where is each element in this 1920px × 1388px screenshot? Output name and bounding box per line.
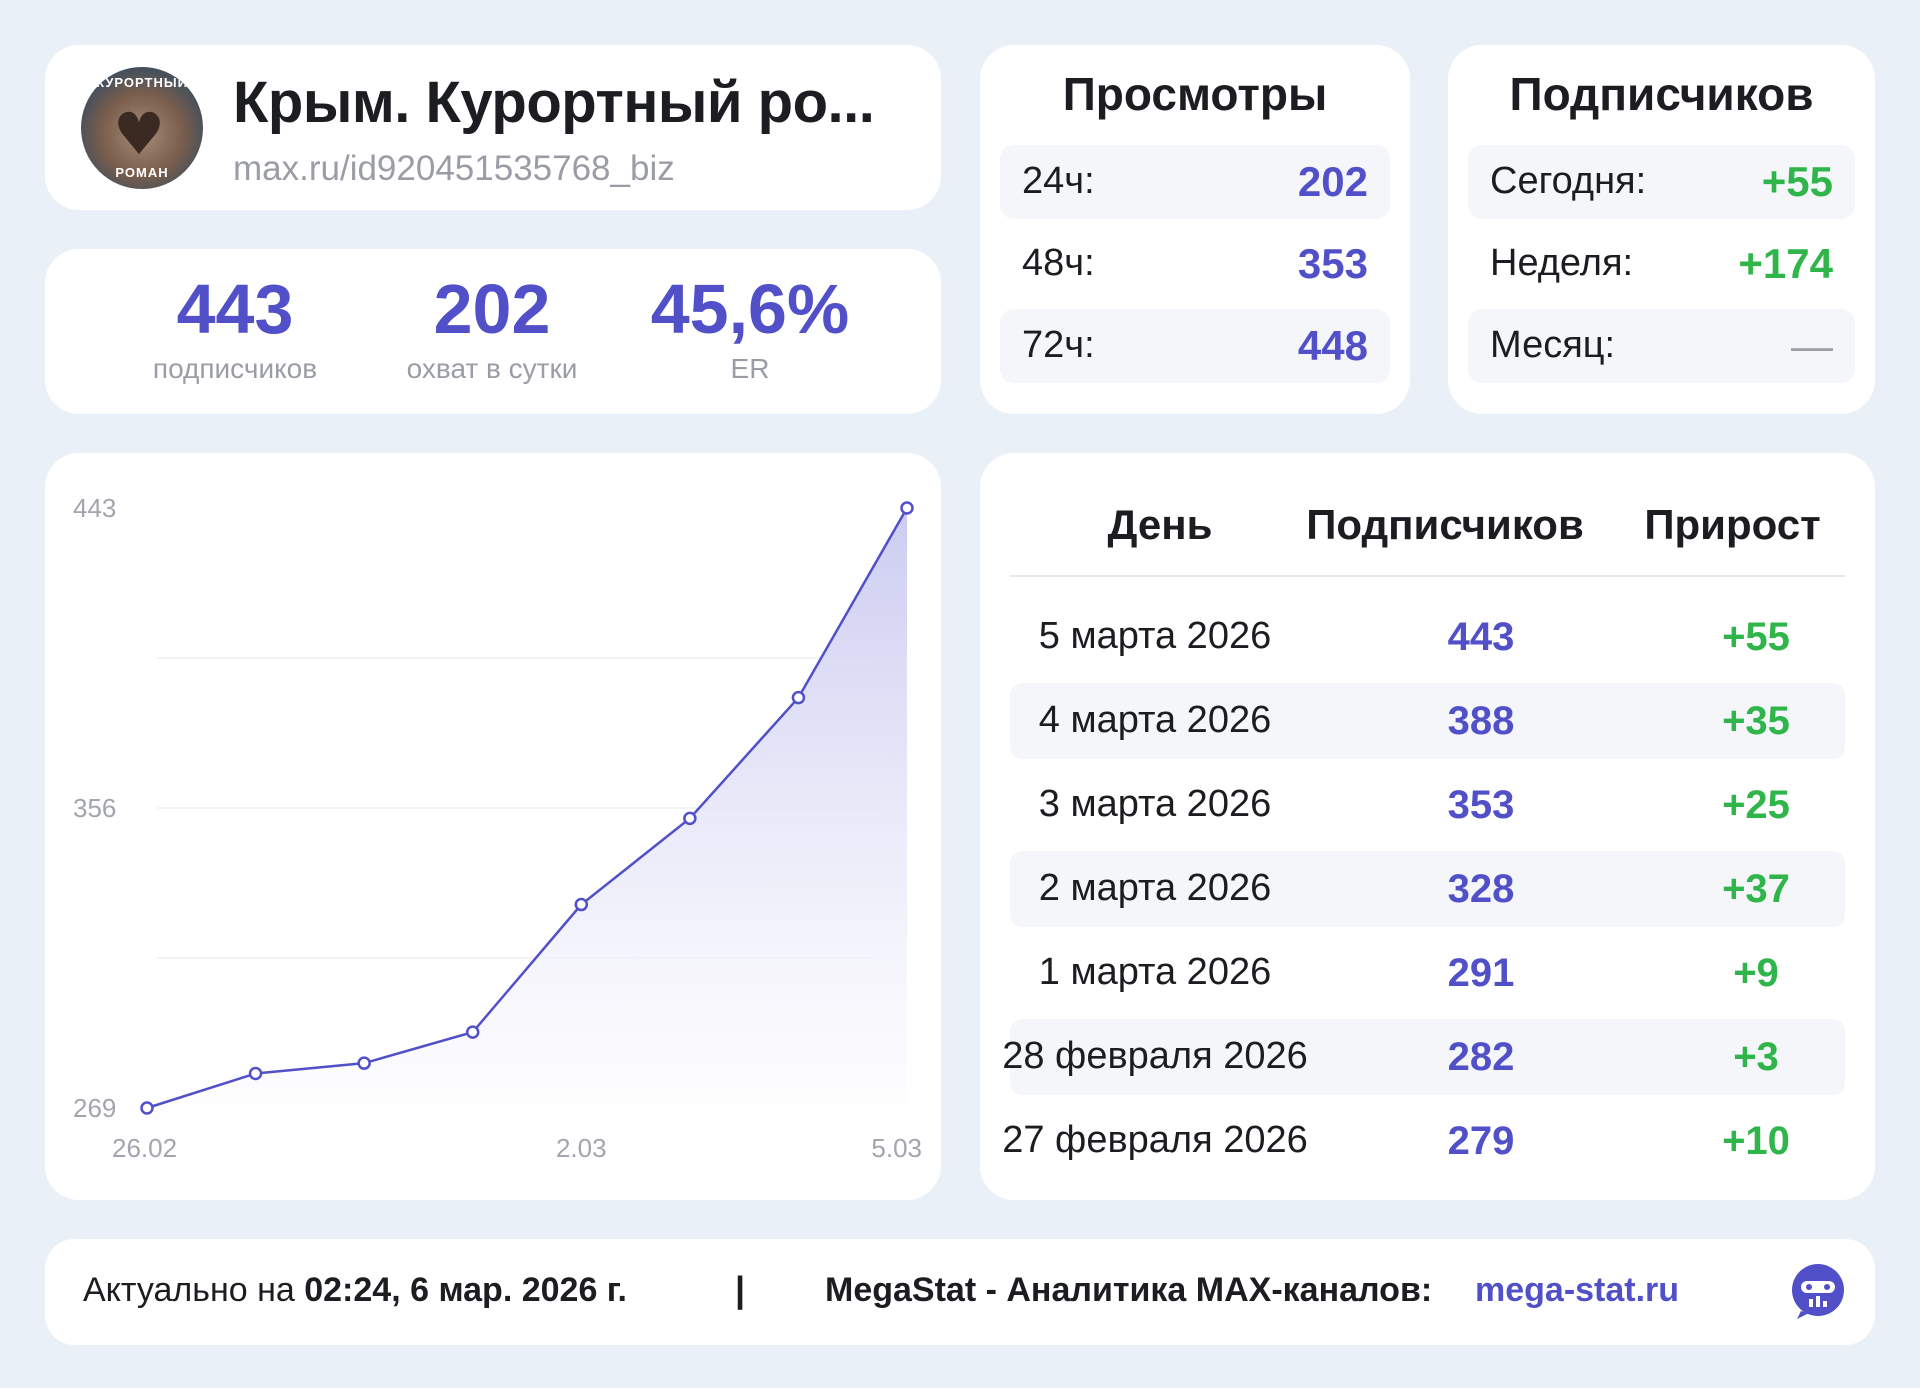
table-cell-subs: 353: [1447, 783, 1515, 827]
subs-row-label: Месяц:: [1490, 324, 1616, 366]
footer-brand: MegaStat - Аналитика MAX-каналов:: [825, 1271, 1433, 1309]
table-row: 27 февраля 2026 279 +10: [1002, 1103, 1845, 1179]
summary-stats-card: 443 подписчиков 202 охват в сутки 45,6% …: [45, 249, 941, 414]
y-tick-label: 356: [73, 793, 116, 823]
table-cell-day: 28 февраля 2026: [1002, 1035, 1308, 1077]
heart-icon: ♥: [113, 100, 165, 168]
subs-row-value: +174: [1738, 240, 1833, 287]
stat-label: ER: [730, 353, 770, 384]
table-cell-subs: 291: [1447, 951, 1515, 995]
area-fill: [147, 508, 907, 1133]
views-card: Просмотры 24ч: 202 48ч: 353 72ч: 448: [980, 45, 1410, 414]
updated-at: Актуально на 02:24, 6 мар. 2026 г.: [83, 1271, 627, 1310]
table-cell-day: 27 февраля 2026: [1002, 1119, 1308, 1161]
table-cell-subs: 279: [1447, 1119, 1515, 1163]
data-point: [248, 1066, 263, 1081]
series-line: [146, 507, 909, 1110]
subscribers-chart-card: 443 356 269 26.02 2.03 5.03: [45, 453, 941, 1200]
avatar-text-top: КУРОРТНЫЙ: [96, 75, 188, 90]
data-point: [791, 690, 806, 705]
table-cell-delta: +35: [1722, 699, 1790, 743]
subs-row-week: Неделя: +174: [1468, 227, 1855, 301]
subs-row-value: +55: [1761, 158, 1833, 205]
table-cell-subs: 282: [1447, 1035, 1515, 1079]
table-row: 3 марта 2026 353 +25: [1010, 767, 1845, 843]
table-cell-day: 3 марта 2026: [1038, 783, 1272, 825]
channel-card: КУРОРТНЫЙ ♥ РОМАН Крым. Курортный ро... …: [45, 45, 941, 210]
stat-value: 45,6%: [650, 270, 850, 348]
subs-row-month: Месяц: —: [1468, 309, 1855, 383]
data-point: [140, 1101, 154, 1115]
footer-separator: |: [735, 1269, 746, 1310]
y-tick-label: 269: [73, 1093, 116, 1123]
megastat-logo-icon[interactable]: [1787, 1261, 1849, 1323]
table-cell-subs: 388: [1447, 699, 1515, 743]
table-header-day: День: [1107, 501, 1213, 548]
subs-title: Подписчиков: [1509, 68, 1814, 120]
data-point: [357, 1056, 371, 1070]
views-row-value: 448: [1297, 322, 1368, 369]
channel-url[interactable]: max.ru/id920451535768_biz: [233, 149, 675, 188]
stat-value: 202: [433, 270, 551, 348]
stat-er: 45,6% ER: [635, 269, 865, 385]
stat-label: подписчиков: [152, 353, 318, 384]
x-tick-label: 5.03: [871, 1133, 922, 1163]
table-cell-delta: +25: [1722, 783, 1790, 827]
subs-row-today: Сегодня: +55: [1468, 145, 1855, 219]
table-cell-day: 4 марта 2026: [1038, 699, 1272, 741]
table-cell-delta: +10: [1722, 1119, 1790, 1163]
subs-row-label: Неделя:: [1490, 242, 1634, 284]
table-cell-subs: 328: [1447, 867, 1515, 911]
table-row: 5 марта 2026 443 +55: [1010, 599, 1845, 675]
data-point: [683, 811, 697, 826]
channel-title[interactable]: Крым. Курортный ро...: [233, 70, 875, 135]
table-cell-day: 2 марта 2026: [1038, 867, 1272, 909]
table-cell-subs: 443: [1447, 615, 1515, 659]
views-row-label: 72ч:: [1022, 324, 1095, 366]
table-header-delta: Прирост: [1644, 501, 1821, 548]
subs-row-value: —: [1791, 322, 1833, 369]
data-point: [900, 501, 914, 515]
views-row-label: 48ч:: [1022, 242, 1095, 284]
stat-subscribers: 443 подписчиков: [125, 269, 345, 385]
table-row: 1 марта 2026 291 +9: [1010, 935, 1845, 1011]
data-point: [465, 1025, 480, 1039]
table-row: 2 марта 2026 328 +37: [1010, 851, 1845, 927]
channel-avatar[interactable]: КУРОРТНЫЙ ♥ РОМАН: [81, 67, 203, 189]
updated-timestamp: 02:24, 6 мар. 2026 г.: [304, 1271, 628, 1309]
subscribers-growth-card: Подписчиков Сегодня: +55 Неделя: +174 Ме…: [1448, 45, 1875, 414]
stat-value: 443: [176, 270, 294, 348]
x-tick-label: 2.03: [556, 1133, 607, 1163]
stat-daily-reach: 202 охват в сутки: [377, 269, 607, 385]
views-row-24h: 24ч: 202: [1000, 145, 1390, 219]
subs-row-label: Сегодня:: [1490, 160, 1647, 202]
daily-table-card: День Подписчиков Прирост 5 марта 2026 443…: [980, 453, 1875, 1200]
data-point: [574, 897, 589, 912]
x-tick-label: 26.02: [112, 1133, 177, 1163]
table-row: 4 марта 2026 388 +35: [1010, 683, 1845, 759]
views-row-48h: 48ч: 353: [1000, 227, 1390, 301]
table-cell-delta: +3: [1733, 1035, 1779, 1079]
table-cell-day: 1 марта 2026: [1038, 951, 1272, 993]
table-header-divider: [1010, 575, 1845, 577]
y-tick-label: 443: [73, 493, 116, 523]
subscribers-chart: 443 356 269 26.02 2.03 5.03: [73, 493, 922, 1163]
views-title: Просмотры: [1062, 68, 1328, 120]
updated-prefix: Актуально на: [83, 1271, 305, 1309]
footer-link[interactable]: mega-stat.ru: [1475, 1271, 1680, 1309]
views-row-value: 353: [1297, 240, 1368, 287]
views-row-label: 24ч:: [1022, 160, 1095, 202]
stat-label: охват в сутки: [406, 353, 578, 384]
views-row-value: 202: [1297, 158, 1368, 205]
table-row: 28 февраля 2026 282 +3: [1002, 1019, 1845, 1095]
table-cell-day: 5 марта 2026: [1038, 615, 1272, 657]
table-cell-delta: +55: [1722, 615, 1790, 659]
table-cell-delta: +37: [1722, 867, 1790, 911]
table-header-subs: Подписчиков: [1306, 501, 1584, 548]
views-row-72h: 72ч: 448: [1000, 309, 1390, 383]
table-cell-delta: +9: [1733, 951, 1779, 995]
avatar-text-bottom: РОМАН: [115, 165, 169, 180]
footer-bar: Актуально на 02:24, 6 мар. 2026 г. | Meg…: [45, 1239, 1875, 1345]
